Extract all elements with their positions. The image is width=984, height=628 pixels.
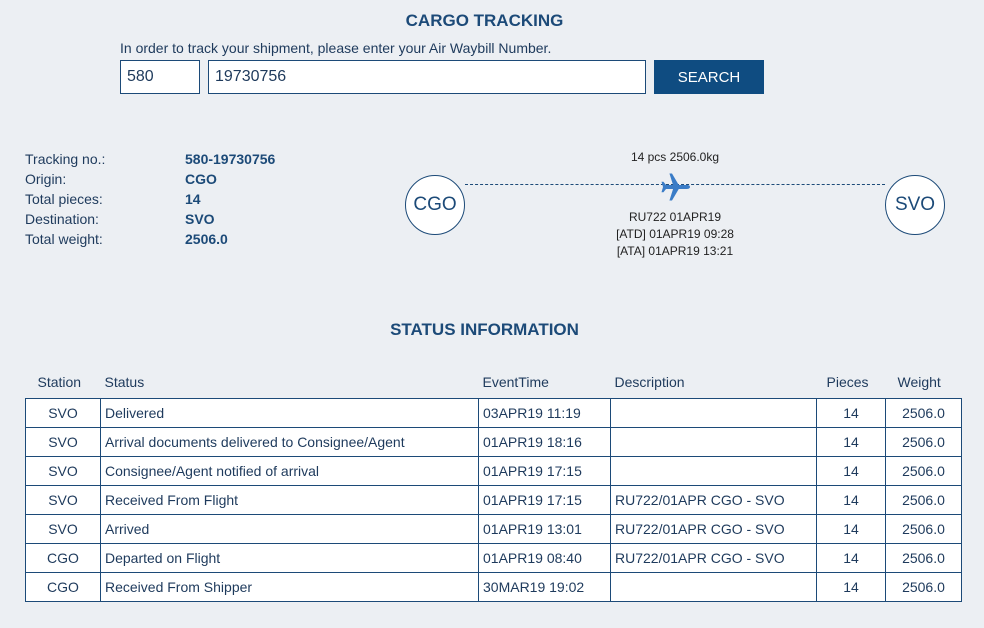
table-cell xyxy=(610,427,817,457)
column-header: Status xyxy=(104,374,145,390)
status-title: STATUS INFORMATION xyxy=(390,320,579,339)
table-cell: 01APR19 17:15 xyxy=(478,456,611,486)
table-cell: Received From Flight xyxy=(100,485,479,515)
table-cell: RU722/01APR CGO - SVO xyxy=(610,514,817,544)
table-cell: 14 xyxy=(816,514,886,544)
table-cell: 14 xyxy=(816,543,886,573)
table-cell: SVO xyxy=(25,398,101,428)
column-header: Weight xyxy=(897,374,941,390)
search-button[interactable]: SEARCH xyxy=(654,60,764,94)
summary-label: Total weight: xyxy=(25,231,103,247)
table-cell: 14 xyxy=(816,456,886,486)
table-cell: 14 xyxy=(816,485,886,515)
table-cell: 2506.0 xyxy=(885,543,962,573)
table-cell: Arrived xyxy=(100,514,479,544)
table-cell: 01APR19 08:40 xyxy=(478,543,611,573)
ata-info: [ATA] 01APR19 13:21 xyxy=(616,244,734,258)
table-row: SVO Arrival documents delivered to Consig… xyxy=(25,427,962,457)
status-table: Station Status EventTime Description Pieces W… xyxy=(25,374,962,602)
table-cell: 2506.0 xyxy=(885,456,962,486)
summary-label: Destination: xyxy=(25,211,99,227)
table-cell: 2506.0 xyxy=(885,514,962,544)
table-row: SVO Delivered 03APR19 11:19 14 2506.0 xyxy=(25,398,962,428)
column-header: Description xyxy=(614,374,685,390)
table-cell: 01APR19 13:01 xyxy=(478,514,611,544)
table-cell: 30MAR19 19:02 xyxy=(478,572,611,602)
airplane-icon xyxy=(661,173,690,201)
table-cell: SVO xyxy=(25,485,101,515)
atd-info: [ATD] 01APR19 09:28 xyxy=(616,227,734,241)
intro-text: In order to track your shipment, please … xyxy=(120,40,552,56)
table-row: SVO Received From Flight 01APR19 17:15 RU72… xyxy=(25,485,962,515)
table-cell: Departed on Flight xyxy=(100,543,479,573)
column-header: Station xyxy=(37,374,82,390)
table-row: SVO Arrived 01APR19 13:01 RU722/01APR CGO -… xyxy=(25,514,962,544)
table-cell: SVO xyxy=(25,456,101,486)
table-cell: SVO xyxy=(25,427,101,457)
table-cell: RU722/01APR CGO - SVO xyxy=(610,543,817,573)
table-cell: 14 xyxy=(816,427,886,457)
table-cell: CGO xyxy=(25,543,101,573)
table-cell: Delivered xyxy=(100,398,479,428)
table-cell: 03APR19 11:19 xyxy=(478,398,611,428)
table-row: SVO Consignee/Agent notified of arrival 01… xyxy=(25,456,962,486)
table-cell: 14 xyxy=(816,398,886,428)
table-cell: RU722/01APR CGO - SVO xyxy=(610,485,817,515)
origin-circle: CGO xyxy=(405,175,465,235)
table-cell: 2506.0 xyxy=(885,427,962,457)
awb-prefix-input[interactable] xyxy=(120,60,200,94)
table-cell: 01APR19 18:16 xyxy=(478,427,611,457)
table-cell: 2506.0 xyxy=(885,572,962,602)
summary-value: 14 xyxy=(185,191,201,207)
summary-label: Total pieces: xyxy=(25,191,103,207)
table-cell: 2506.0 xyxy=(885,485,962,515)
table-cell: SVO xyxy=(25,514,101,544)
summary-label: Tracking no.: xyxy=(25,151,106,167)
table-cell: Received From Shipper xyxy=(100,572,479,602)
awb-number-input[interactable] xyxy=(208,60,646,94)
summary-label: Origin: xyxy=(25,171,67,187)
table-row: CGO Received From Shipper 30MAR19 19:02 14 2… xyxy=(25,572,962,602)
table-cell: 01APR19 17:15 xyxy=(478,485,611,515)
column-header: EventTime xyxy=(482,374,549,390)
summary-value: SVO xyxy=(185,211,215,227)
table-row: CGO Departed on Flight 01APR19 08:40 RU722/… xyxy=(25,543,962,573)
cargo-summary: 14 pcs 2506.0kg xyxy=(630,150,720,164)
table-cell xyxy=(610,398,817,428)
table-cell xyxy=(610,456,817,486)
destination-circle: SVO xyxy=(885,175,945,235)
summary-value: CGO xyxy=(185,171,217,187)
table-cell: Consignee/Agent notified of arrival xyxy=(100,456,479,486)
table-cell: Arrival documents delivered to Consignee… xyxy=(100,427,479,457)
column-header: Pieces xyxy=(826,374,869,390)
table-cell: 14 xyxy=(816,572,886,602)
page-title: CARGO TRACKING xyxy=(405,11,564,30)
table-cell: CGO xyxy=(25,572,101,602)
flight-info: RU722 01APR19 xyxy=(628,210,722,224)
table-cell xyxy=(610,572,817,602)
summary-value: 580-19730756 xyxy=(185,151,276,167)
summary-value: 2506.0 xyxy=(185,231,228,247)
table-cell: 2506.0 xyxy=(885,398,962,428)
